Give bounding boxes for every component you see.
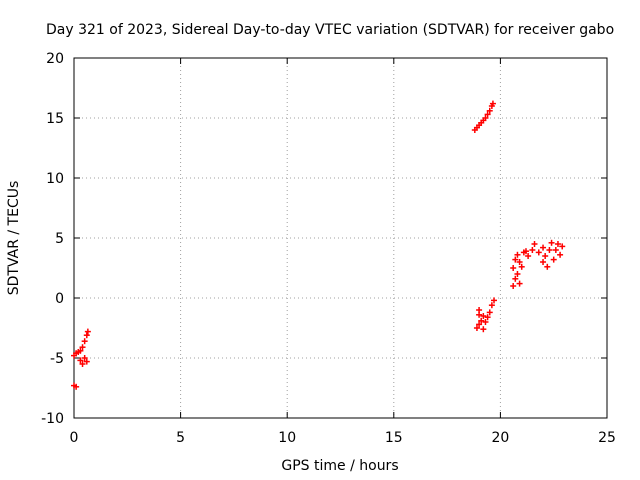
data-point: [79, 344, 86, 351]
data-point: [525, 253, 532, 259]
data-point: [546, 247, 553, 253]
data-point: [482, 319, 489, 325]
data-points: [71, 100, 566, 390]
data-point: [486, 107, 493, 114]
data-point: [482, 115, 489, 121]
data-point: [522, 248, 529, 255]
data-point: [531, 241, 538, 247]
y-tick-label: -10: [41, 411, 64, 427]
data-point: [81, 355, 88, 361]
data-point: [518, 263, 525, 270]
data-point: [478, 317, 485, 324]
data-point: [83, 358, 90, 365]
data-point: [557, 251, 564, 258]
data-point: [542, 253, 549, 259]
data-point: [514, 251, 521, 258]
data-point: [559, 243, 566, 250]
data-point: [510, 283, 517, 289]
grid: [74, 58, 607, 418]
y-tick-label: 15: [46, 111, 64, 127]
x-tick-label: 5: [176, 430, 185, 446]
data-point: [73, 383, 80, 390]
data-point: [550, 256, 557, 263]
data-point: [510, 265, 517, 271]
data-point: [514, 271, 521, 277]
data-point: [486, 309, 493, 316]
data-point: [79, 361, 86, 367]
data-point: [488, 302, 495, 309]
y-tick-label: 0: [55, 291, 64, 307]
chart-title: Day 321 of 2023, Sidereal Day-to-day VTE…: [46, 22, 614, 38]
data-point: [516, 280, 523, 287]
y-tick-label: 5: [55, 231, 64, 247]
data-point: [480, 313, 487, 319]
y-tick-label: 10: [46, 171, 64, 187]
data-point: [77, 347, 84, 354]
data-point: [554, 241, 561, 247]
y-tick-labels: -10 -5 0 5 10 15 20: [41, 51, 64, 427]
data-point: [81, 338, 88, 345]
y-axis-label: SDTVAR / TECUs: [6, 181, 22, 296]
x-tick-label: 25: [598, 430, 616, 446]
y-tick-label: 20: [46, 51, 64, 67]
data-point: [512, 256, 519, 263]
data-point: [544, 263, 551, 270]
data-point: [473, 325, 480, 331]
x-tick-labels: 0 5 10 15 20 25: [70, 430, 616, 446]
axis-ticks: [73, 57, 608, 419]
x-tick-label: 10: [278, 430, 296, 446]
plot-frame: [73, 57, 608, 419]
data-point: [489, 100, 496, 107]
data-point: [480, 326, 487, 333]
data-point: [552, 247, 559, 253]
y-tick-label: -5: [50, 351, 64, 367]
x-tick-label: 0: [70, 430, 79, 446]
x-tick-label: 15: [385, 430, 403, 446]
data-point: [476, 307, 483, 313]
data-point: [484, 314, 491, 321]
data-point: [484, 111, 491, 118]
data-point: [512, 275, 519, 282]
data-point: [540, 244, 547, 251]
data-point: [77, 357, 84, 364]
data-point: [548, 239, 555, 246]
data-point: [535, 249, 542, 256]
data-point: [476, 321, 483, 328]
data-point: [529, 247, 536, 253]
x-tick-label: 20: [491, 430, 509, 446]
data-point: [83, 332, 90, 339]
data-point: [516, 259, 523, 265]
data-point: [84, 328, 91, 335]
data-point: [540, 259, 547, 265]
data-point: [491, 297, 498, 304]
x-axis-label: GPS time / hours: [281, 458, 398, 474]
